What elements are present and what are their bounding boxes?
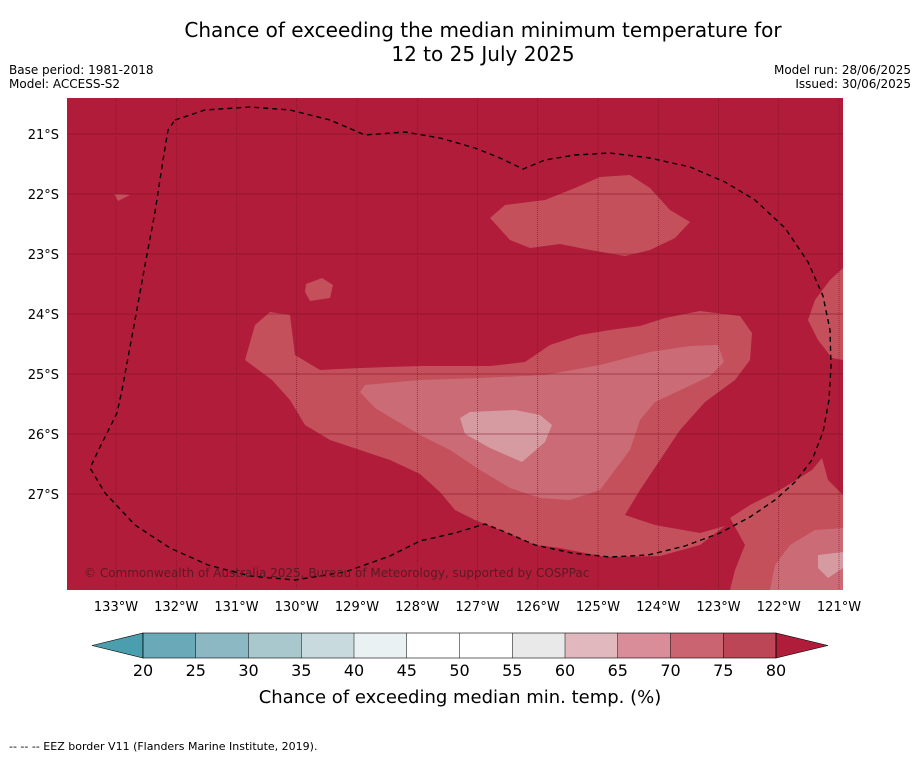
meta-right: Model run: 28/06/2025 Issued: 30/06/2025 — [774, 63, 911, 91]
colorbar-segment — [301, 633, 354, 658]
base-period: Base period: 1981-2018 — [9, 63, 154, 77]
latitude-label: 26°S — [28, 428, 59, 443]
longitude-label: 132°W — [154, 600, 198, 615]
colorbar-segment — [195, 633, 249, 658]
longitude-axis: 133°W 132°W 131°W 130°W 129°W 128°W 127°W 126°W… — [94, 600, 861, 615]
probability-65-patch-southeast — [818, 552, 843, 578]
model-name: Model: ACCESS-S2 — [9, 77, 121, 91]
colorbar-tick-label: 70 — [660, 661, 680, 680]
colorbar-segment — [617, 633, 671, 658]
map-field: © Commonwealth of Australia 2025, Bureau… — [67, 98, 843, 590]
map-gridlines — [67, 98, 843, 590]
colorbar-tick-label: 20 — [133, 661, 153, 680]
map-title: Chance of exceeding the median minimum t… — [0, 18, 919, 66]
longitude-label: 122°W — [757, 600, 801, 615]
colorbar-segment — [406, 633, 460, 658]
eez-border — [89, 106, 832, 581]
colorbar-tick-label: 65 — [608, 661, 628, 680]
colorbar-segment — [723, 633, 776, 658]
eez-legend-note: -- -- -- EEZ border V11 (Flanders Marine… — [9, 740, 318, 753]
colorbar-tick-label: 40 — [344, 661, 364, 680]
probability-75-patch-tiny — [114, 194, 130, 201]
colorbar: 20 25 30 35 40 45 50 55 60 65 70 75 80 — [91, 632, 829, 680]
meta-left: Base period: 1981-2018 Model: ACCESS-S2 — [9, 63, 154, 91]
colorbar-segment — [354, 633, 407, 658]
latitude-label: 24°S — [28, 308, 59, 323]
colorbar-segment — [459, 633, 513, 658]
longitude-label: 124°W — [636, 600, 680, 615]
colorbar-tick-label: 45 — [397, 661, 417, 680]
issued-date: Issued: 30/06/2025 — [795, 77, 911, 91]
colorbar-tick-label: 60 — [555, 661, 575, 680]
longitude-label: 127°W — [455, 600, 499, 615]
colorbar-tick-label: 80 — [766, 661, 786, 680]
colorbar-tick-label: 50 — [449, 661, 469, 680]
colorbar-title: Chance of exceeding median min. temp. (%… — [259, 687, 662, 708]
latitude-label: 27°S — [28, 488, 59, 503]
latitude-label: 25°S — [28, 368, 59, 383]
longitude-label: 123°W — [696, 600, 740, 615]
colorbar-segment — [143, 633, 196, 658]
colorbar-tick-label: 25 — [186, 661, 206, 680]
probability-75-patch-north — [490, 175, 690, 256]
longitude-label: 129°W — [335, 600, 379, 615]
colorbar-low-extension — [91, 632, 144, 659]
longitude-label: 125°W — [576, 600, 620, 615]
colorbar-segment — [512, 633, 565, 658]
colorbar-tick-label: 35 — [291, 661, 311, 680]
latitude-axis: 21°S 22°S 23°S 24°S 25°S 26°S 27°S — [28, 128, 59, 503]
probability-75-patch-small — [305, 278, 333, 301]
longitude-label: 131°W — [214, 600, 258, 615]
model-run: Model run: 28/06/2025 — [773, 63, 911, 77]
title-line-1: Chance of exceeding the median minimum t… — [184, 18, 782, 42]
copyright-notice: © Commonwealth of Australia 2025, Bureau… — [84, 566, 589, 580]
longitude-label: 121°W — [817, 600, 861, 615]
colorbar-segment — [248, 633, 302, 658]
colorbar-segment — [565, 633, 618, 658]
colorbar-tick-label: 55 — [502, 661, 522, 680]
colorbar-tick-label: 30 — [238, 661, 258, 680]
colorbar-tick-label: 75 — [713, 661, 733, 680]
longitude-label: 126°W — [516, 600, 560, 615]
longitude-label: 133°W — [94, 600, 138, 615]
latitude-label: 22°S — [28, 188, 59, 203]
probability-65-core — [460, 410, 552, 462]
title-line-2: 12 to 25 July 2025 — [391, 42, 575, 66]
colorbar-segment — [670, 633, 724, 658]
latitude-label: 23°S — [28, 248, 59, 263]
longitude-label: 128°W — [395, 600, 439, 615]
latitude-label: 21°S — [28, 128, 59, 143]
longitude-label: 130°W — [275, 600, 319, 615]
colorbar-high-extension — [775, 632, 829, 659]
